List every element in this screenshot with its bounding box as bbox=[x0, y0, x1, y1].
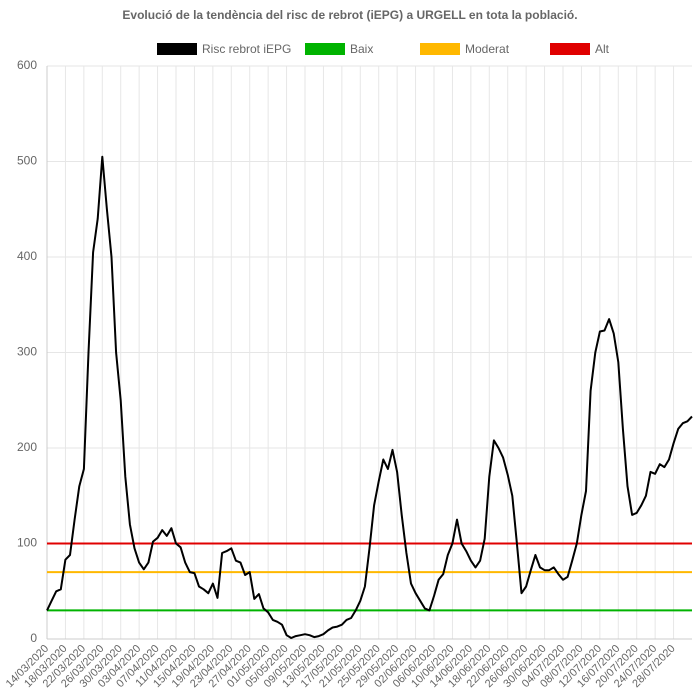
legend-swatch bbox=[157, 43, 197, 55]
y-tick-label: 100 bbox=[17, 536, 37, 550]
chart-title: Evolució de la tendència del risc de reb… bbox=[122, 8, 577, 22]
data-line bbox=[46, 155, 693, 639]
legend-label: Baix bbox=[350, 42, 373, 56]
y-tick-label: 600 bbox=[17, 58, 37, 72]
y-tick-label: 200 bbox=[17, 440, 37, 454]
legend-swatch bbox=[550, 43, 590, 55]
legend-label: Moderat bbox=[465, 42, 510, 56]
y-tick-label: 300 bbox=[17, 345, 37, 359]
legend-swatch bbox=[420, 43, 460, 55]
legend-swatch bbox=[305, 43, 345, 55]
y-tick-label: 400 bbox=[17, 249, 37, 263]
y-tick-label: 0 bbox=[30, 631, 37, 645]
legend-label: Risc rebrot iEPG bbox=[202, 42, 291, 56]
y-tick-label: 500 bbox=[17, 154, 37, 168]
legend-label: Alt bbox=[595, 42, 610, 56]
